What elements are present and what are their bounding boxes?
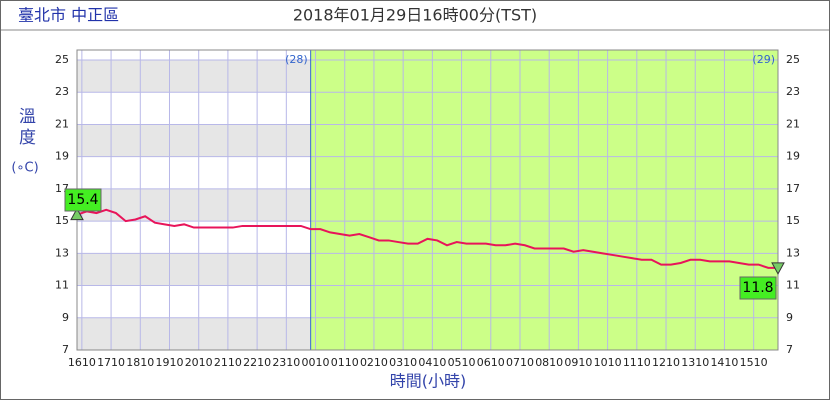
y-tick-label: 25 [55, 53, 69, 66]
x-tick-label: 1310 [681, 356, 709, 369]
annotation: 15.4 [67, 192, 98, 208]
x-tick-label: 2310 [272, 356, 300, 369]
y-tick-label-right: 11 [786, 279, 800, 292]
y-tick-label: 19 [55, 150, 69, 163]
x-axis-label: 時間(小時) [390, 372, 467, 391]
day-region [310, 50, 778, 350]
band [77, 188, 311, 222]
x-tick-label: 0710 [506, 356, 534, 369]
y-tick-label-right: 25 [786, 53, 800, 66]
line [76, 208, 778, 269]
annotation-box [64, 188, 102, 212]
band [77, 60, 311, 93]
x-tick-label: 1610 [68, 356, 96, 369]
x-tick-label: 1010 [594, 356, 622, 369]
x-tick-label: 0310 [389, 356, 417, 369]
y-tick-label-right: 9 [786, 311, 793, 324]
y-tick-label: 15 [55, 214, 69, 227]
day-label: (29) [752, 53, 775, 66]
x-tick-label: 0510 [448, 356, 476, 369]
x-tick-label: 0010 [302, 356, 330, 369]
y-tick-label: 21 [55, 117, 69, 130]
x-tick-label: 2110 [214, 356, 242, 369]
x-tick-label: 0210 [360, 356, 388, 369]
y-axis-label: 溫度 [15, 107, 36, 149]
y-tick-label-right: 17 [786, 182, 800, 195]
y-tick-label-right: 7 [786, 343, 793, 356]
x-tick-label: 1410 [710, 356, 738, 369]
min-marker [771, 262, 785, 275]
x-tick-label: 1110 [623, 356, 651, 369]
y-tick-label: 11 [55, 279, 69, 292]
chart-subtitle: 2018年01月29日16時00分(TST) [293, 6, 537, 25]
y-tick-label-right: 19 [786, 150, 800, 163]
x-tick-label: 0110 [331, 356, 359, 369]
x-tick-label: 2210 [243, 356, 271, 369]
band [77, 317, 311, 350]
x-tick-label: 2010 [185, 356, 213, 369]
x-tick-label: 0910 [564, 356, 592, 369]
day-label: (28) [285, 53, 308, 66]
max-marker [70, 207, 84, 221]
chart-title: 臺北市 中正區 [18, 6, 119, 25]
x-tick-label: 1210 [652, 356, 680, 369]
band [77, 253, 311, 286]
y-tick-label-right: 15 [786, 214, 800, 227]
y-tick-label: 13 [55, 246, 69, 259]
y-axis-unit: (∘C) [11, 161, 38, 176]
x-tick-label: 1810 [126, 356, 154, 369]
y-tick-label-right: 21 [786, 117, 800, 130]
y-tick-label: 7 [62, 343, 69, 356]
x-tick-label: 0810 [535, 356, 563, 369]
annotation: 11.8 [742, 280, 773, 296]
y-tick-label: 9 [62, 311, 69, 324]
y-tick-label-right: 13 [786, 246, 800, 259]
y-tick-label: 23 [55, 85, 69, 98]
x-tick-label: 1910 [155, 356, 183, 369]
band [77, 124, 311, 157]
annotation-box [739, 276, 777, 300]
x-tick-label: 1710 [97, 356, 125, 369]
x-tick-label: 1510 [740, 356, 768, 369]
y-tick-label-right: 23 [786, 85, 800, 98]
x-tick-label: 0410 [418, 356, 446, 369]
x-tick-label: 0610 [477, 356, 505, 369]
